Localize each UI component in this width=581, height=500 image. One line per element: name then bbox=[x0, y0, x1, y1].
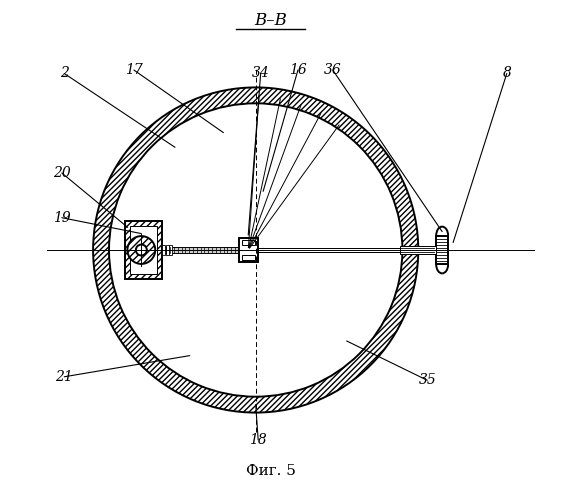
Text: 16: 16 bbox=[289, 63, 307, 77]
Bar bbox=[125, 222, 163, 278]
Circle shape bbox=[127, 236, 155, 264]
Text: 35: 35 bbox=[418, 374, 436, 388]
Text: 8: 8 bbox=[503, 66, 511, 80]
Bar bbox=[436, 236, 448, 264]
Text: В–В: В–В bbox=[254, 12, 287, 28]
Bar bbox=[242, 256, 255, 260]
Bar bbox=[258, 248, 433, 252]
Text: 21: 21 bbox=[55, 370, 73, 384]
Bar bbox=[130, 226, 157, 274]
Text: 19: 19 bbox=[53, 210, 71, 224]
Circle shape bbox=[136, 244, 147, 256]
Bar bbox=[400, 246, 436, 254]
Wedge shape bbox=[93, 88, 418, 412]
Text: Фиг. 5: Фиг. 5 bbox=[246, 464, 296, 478]
Text: 34: 34 bbox=[252, 66, 270, 80]
Text: 17: 17 bbox=[125, 63, 143, 77]
Bar bbox=[163, 244, 166, 256]
Text: 18: 18 bbox=[249, 433, 267, 447]
Bar bbox=[163, 246, 239, 254]
Bar bbox=[166, 244, 169, 256]
Bar bbox=[242, 240, 255, 244]
Text: 2: 2 bbox=[60, 66, 69, 80]
Bar bbox=[170, 244, 173, 256]
Text: 36: 36 bbox=[324, 63, 342, 77]
Bar bbox=[239, 238, 258, 262]
Text: 20: 20 bbox=[53, 166, 71, 180]
